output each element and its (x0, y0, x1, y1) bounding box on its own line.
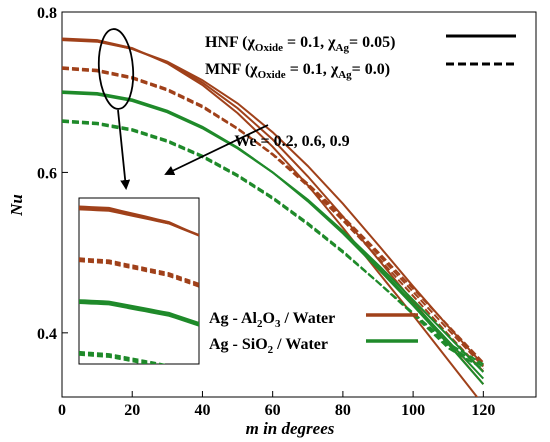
x-tick-label: 80 (335, 402, 351, 419)
y-tick-label: 0.8 (37, 5, 57, 22)
legend-mnf: MNF (χOxide = 0.1, χAg= 0.0) (205, 61, 516, 81)
inset-series-line (79, 257, 199, 285)
legend-al2o3-s1: 2 (257, 318, 263, 330)
inset-series-line (79, 302, 199, 327)
legend-hnf-ag-sub: Ag (336, 42, 350, 54)
series-line (62, 120, 484, 365)
x-tick-label: 0 (58, 402, 66, 419)
inset-series-line (79, 352, 160, 364)
we-arrow (164, 124, 269, 176)
inset-series-line (79, 260, 199, 288)
legend-mnf-ag-val: = 0.0) (352, 61, 390, 78)
legend-mnf-oxide-sub: Oxide (258, 69, 286, 81)
legend-sio2-c: / Water (273, 336, 328, 353)
legend-mnf-ag-sub: Ag (338, 69, 352, 81)
y-tick-label: 0.4 (37, 326, 57, 343)
zoom-ellipse (97, 28, 135, 110)
series-line (62, 67, 485, 364)
zoom-arrow (117, 109, 131, 190)
inset-series-line (79, 208, 199, 236)
x-tick-label: 20 (124, 402, 140, 419)
inset-series-line (79, 350, 167, 364)
series-layer (62, 37, 485, 397)
legend-hnf-ag-val: = 0.05) (349, 34, 395, 51)
legend-sio2-s1: 2 (268, 344, 274, 356)
y-axis-title: Nu (7, 194, 26, 217)
inset-series-layer (79, 205, 199, 364)
x-axis-ticks: 0 20 40 60 80 100 120 (58, 391, 495, 419)
inset-series-line (79, 353, 152, 364)
legend-sio2-a: Ag - SiO (209, 336, 268, 353)
legend-sio2: Ag - SiO2 / Water (209, 336, 418, 356)
legend-hnf-chi1: χ (247, 34, 256, 51)
svg-text:Ag - Al2O3 / Water: Ag - Al2O3 / Water (209, 310, 335, 330)
legend-mnf-chi2: χ (330, 61, 339, 78)
legend-hnf-prefix: HNF ( (205, 34, 248, 51)
y-axis-ticks: 0.4 0.6 0.8 (37, 5, 68, 343)
legend-al2o3-s2: 3 (275, 318, 281, 330)
legend-al2o3-b: O (263, 310, 275, 327)
legend-al2o3-a: Ag - Al (209, 310, 258, 327)
legend-al2o3: Ag - Al2O3 / Water (209, 310, 418, 330)
x-tick-label: 60 (265, 402, 281, 419)
x-tick-label: 40 (194, 402, 210, 419)
legend-mnf-prefix: MNF ( (205, 61, 250, 78)
plot-frame (61, 11, 537, 398)
legend-mnf-oxide-val: = 0.1, (286, 61, 331, 78)
inset-series-line (79, 299, 199, 324)
inset-series-line (79, 258, 199, 287)
svg-text:MNF (χOxide = 0.1, χAg= 0.0): MNF (χOxide = 0.1, χAg= 0.0) (205, 61, 390, 81)
inset-series-line (79, 300, 199, 326)
legend-mnf-chi1: χ (249, 61, 258, 78)
x-tick-label: 120 (471, 402, 495, 419)
series-line (62, 92, 485, 373)
x-axis-title: m in degrees (246, 419, 335, 438)
legend-hnf: HNF (χOxide = 0.1, χAg= 0.05) (205, 34, 516, 54)
y-tick-label: 0.6 (37, 165, 57, 182)
x-tick-label: 100 (401, 402, 425, 419)
legend-hnf-chi2: χ (327, 34, 336, 51)
svg-text:Ag - SiO2 / Water: Ag - SiO2 / Water (209, 336, 328, 356)
legend-al2o3-c: / Water (280, 310, 335, 327)
legend-hnf-oxide-sub: Oxide (255, 42, 283, 54)
we-annotation: We = 0.2, 0.6, 0.9 (234, 133, 349, 150)
legend-hnf-oxide-val: = 0.1, (283, 34, 328, 51)
svg-text:HNF (χOxide = 0.1, χAg= 0.05): HNF (χOxide = 0.1, χAg= 0.05) (205, 34, 395, 54)
series-line (62, 39, 485, 366)
